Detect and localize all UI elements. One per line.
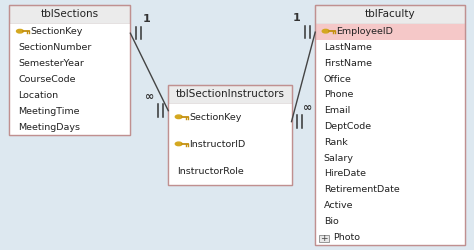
Bar: [168, 104, 292, 131]
Bar: [9, 24, 130, 40]
Bar: [9, 72, 130, 87]
Bar: [315, 182, 465, 198]
Text: FirstName: FirstName: [324, 59, 372, 68]
Bar: [9, 24, 130, 135]
Text: ∞: ∞: [303, 103, 313, 113]
Text: HireDate: HireDate: [324, 170, 366, 178]
Bar: [168, 158, 292, 185]
Text: tblSections: tblSections: [41, 9, 99, 20]
Text: InstructorRole: InstructorRole: [177, 167, 244, 176]
Text: SectionKey: SectionKey: [190, 113, 242, 122]
Bar: [9, 119, 130, 135]
Bar: [9, 56, 130, 72]
Text: Location: Location: [18, 91, 58, 100]
Text: EmployeeID: EmployeeID: [337, 27, 393, 36]
Bar: [315, 71, 465, 87]
Bar: [9, 103, 130, 119]
Text: Active: Active: [324, 201, 353, 210]
Text: RetirementDate: RetirementDate: [324, 185, 400, 194]
Bar: [168, 85, 292, 104]
Text: SectionNumber: SectionNumber: [18, 43, 91, 52]
Text: Photo: Photo: [333, 232, 360, 241]
Text: +: +: [320, 234, 328, 243]
Bar: [315, 118, 465, 134]
Bar: [315, 5, 465, 245]
Text: Salary: Salary: [324, 154, 354, 162]
Circle shape: [322, 29, 329, 33]
Bar: [9, 5, 130, 24]
Circle shape: [175, 115, 182, 118]
Bar: [315, 198, 465, 214]
Text: ∞: ∞: [145, 92, 154, 102]
Bar: [315, 150, 465, 166]
Bar: [319, 235, 329, 242]
Text: LastName: LastName: [324, 43, 372, 52]
Text: MeetingDays: MeetingDays: [18, 122, 80, 132]
Text: DeptCode: DeptCode: [324, 122, 371, 131]
Bar: [315, 87, 465, 103]
Text: SectionKey: SectionKey: [31, 27, 83, 36]
Bar: [315, 5, 465, 24]
Text: Phone: Phone: [324, 90, 353, 99]
Text: Rank: Rank: [324, 138, 347, 147]
Bar: [9, 5, 130, 135]
Text: tblFaculty: tblFaculty: [365, 9, 415, 20]
Text: SemesterYear: SemesterYear: [18, 59, 84, 68]
Bar: [315, 40, 465, 55]
Bar: [9, 87, 130, 103]
Bar: [315, 134, 465, 150]
Bar: [315, 24, 465, 245]
Text: 1: 1: [292, 14, 300, 24]
Text: 1: 1: [143, 14, 151, 24]
Text: Office: Office: [324, 74, 352, 84]
Bar: [168, 131, 292, 158]
Bar: [9, 40, 130, 56]
Bar: [315, 55, 465, 71]
Text: Email: Email: [324, 106, 350, 115]
Circle shape: [17, 30, 23, 33]
Bar: [315, 214, 465, 229]
Circle shape: [175, 142, 182, 146]
Text: InstructorID: InstructorID: [190, 140, 246, 149]
Bar: [315, 24, 465, 40]
Text: tblSectionInstructors: tblSectionInstructors: [175, 90, 284, 99]
Bar: [315, 103, 465, 118]
Bar: [168, 85, 292, 185]
Bar: [315, 229, 465, 245]
Text: MeetingTime: MeetingTime: [18, 107, 80, 116]
Text: CourseCode: CourseCode: [18, 75, 75, 84]
Text: Bio: Bio: [324, 217, 338, 226]
Bar: [168, 104, 292, 185]
Bar: [315, 166, 465, 182]
